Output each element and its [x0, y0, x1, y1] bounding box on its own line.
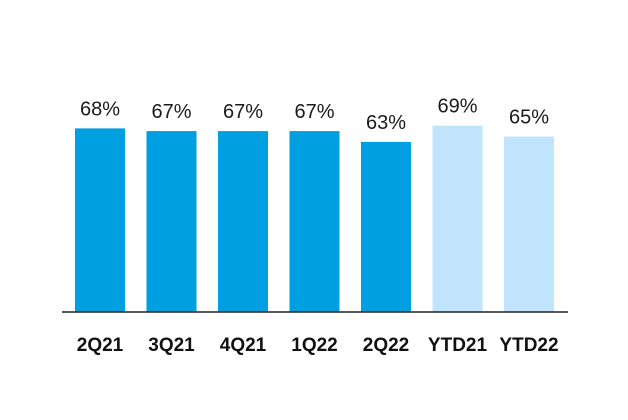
- bar-1q22: [289, 131, 340, 312]
- x-tick-label-3q21: 3Q21: [148, 335, 195, 356]
- value-label-ytd22: 65%: [509, 107, 549, 129]
- x-tick-label-2q21: 2Q21: [77, 335, 124, 356]
- x-tick-label-ytd21: YTD21: [428, 335, 488, 356]
- value-label-3q21: 67%: [151, 101, 191, 123]
- value-label-4q21: 67%: [223, 101, 263, 123]
- bar-2q22: [361, 141, 411, 312]
- value-label-ytd21: 69%: [437, 96, 477, 118]
- value-label-1q22: 67%: [294, 101, 334, 123]
- x-tick-label-2q22: 2Q22: [363, 335, 409, 356]
- value-label-2q22: 63%: [366, 112, 406, 134]
- bar-4q21: [218, 131, 268, 312]
- value-label-2q21: 68%: [80, 98, 120, 120]
- x-tick-label-ytd22: YTD22: [499, 335, 558, 356]
- value-labels-group: 68% 67% 67% 67% 63% 69% 65%: [80, 96, 549, 134]
- x-tick-label-4q21: 4Q21: [220, 335, 267, 356]
- bar-ytd21: [432, 125, 483, 312]
- bar-3q21: [146, 131, 197, 312]
- bars-group: [75, 125, 554, 312]
- x-tick-label-1q22: 1Q22: [291, 335, 337, 356]
- bar-ytd22: [504, 136, 554, 312]
- x-tick-labels-group: 2Q21 3Q21 4Q21 1Q22 2Q22 YTD21 YTD22: [77, 335, 559, 356]
- bar-2q21: [75, 128, 125, 312]
